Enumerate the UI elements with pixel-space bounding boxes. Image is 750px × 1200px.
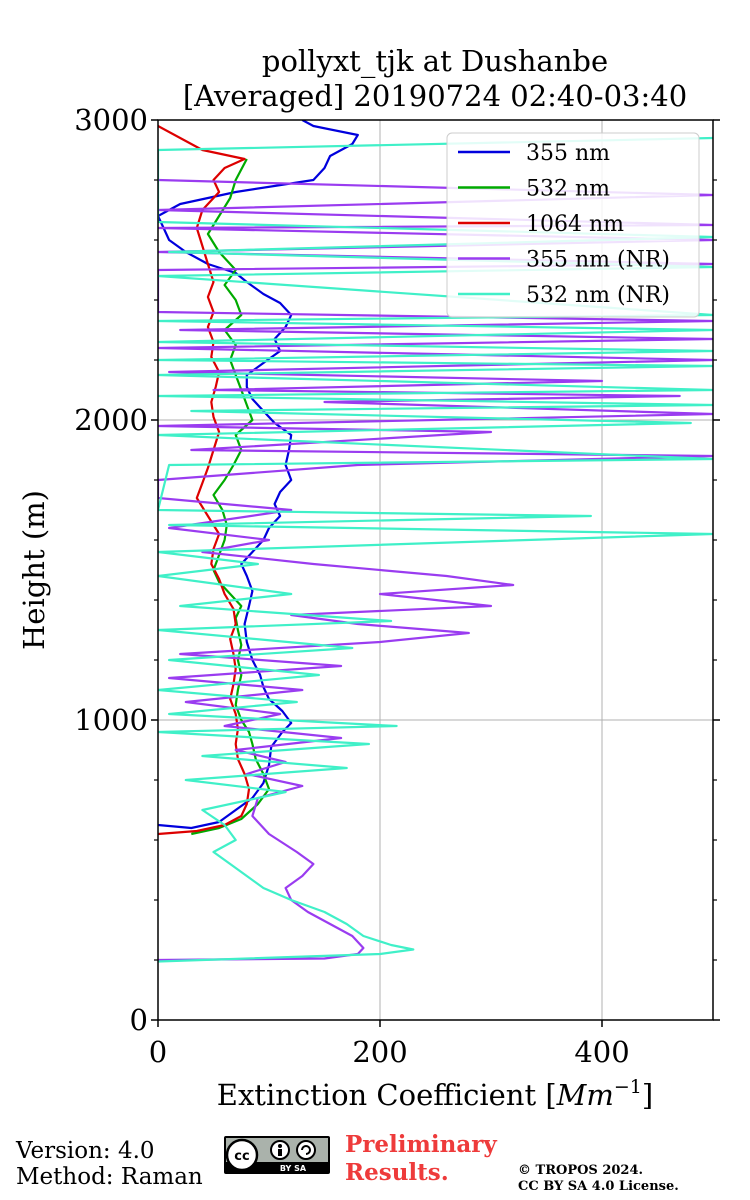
y-axis-label: Height (m) — [17, 490, 51, 650]
svg-text:cc: cc — [234, 1149, 249, 1164]
preliminary-line2: Results. — [345, 1159, 449, 1186]
legend-label: 355 nm — [526, 141, 610, 166]
series-line — [158, 136, 713, 963]
x-tick-label: 0 — [149, 1035, 167, 1069]
by-icon — [270, 1140, 290, 1160]
legend-box — [446, 132, 700, 318]
series-lines — [158, 120, 713, 963]
badge-label: BY SA — [280, 1164, 307, 1173]
chart-title-line1: pollyxt_tjk at Dushanbe — [262, 44, 608, 79]
y-tick-label: 2000 — [74, 403, 148, 437]
series-line — [158, 125, 251, 836]
version-info: Version: 4.0 Method: Raman — [16, 1138, 203, 1190]
series-line — [158, 178, 713, 962]
y-tick-label: 0 — [130, 1003, 148, 1037]
y-tick-label: 3000 — [74, 103, 148, 137]
copyright-notice: © TROPOS 2024. CC BY SA 4.0 License. — [518, 1163, 679, 1195]
x-tick-label: 200 — [352, 1035, 407, 1069]
series-line — [158, 120, 359, 830]
x-axis-label: Extinction Coefficient [Mm−1] — [217, 1076, 653, 1112]
copyright-line2: CC BY SA 4.0 License. — [518, 1179, 679, 1194]
chart-title-line2: [Averaged] 20190724 02:40-03:40 — [183, 79, 687, 113]
x-tick-label: 400 — [574, 1035, 629, 1069]
method-label: Method: Raman — [16, 1164, 203, 1190]
version-label: Version: 4.0 — [16, 1138, 155, 1164]
cc-icon: cc — [225, 1138, 259, 1172]
cc-by-sa-badge: cc BY SA — [224, 1136, 330, 1174]
y-tick-label: 1000 — [74, 703, 148, 737]
legend-label: 532 nm (NR) — [526, 283, 670, 308]
legend-label: 1064 nm — [526, 212, 624, 237]
legend-label: 355 nm (NR) — [526, 248, 670, 273]
sa-icon — [296, 1140, 316, 1160]
preliminary-notice: Preliminary Results. — [345, 1131, 497, 1187]
chart-legend: 355 nm 532 nm 1064 nm 355 nm (NR) 532 nm (NR… — [446, 132, 700, 318]
legend-label: 532 nm — [526, 177, 610, 202]
copyright-line1: © TROPOS 2024. — [518, 1163, 644, 1178]
axis-ticks: 0 200 400 0 1000 2000 3000 — [74, 103, 720, 1069]
preliminary-line1: Preliminary — [345, 1131, 497, 1158]
plot-frame — [157, 119, 714, 1021]
